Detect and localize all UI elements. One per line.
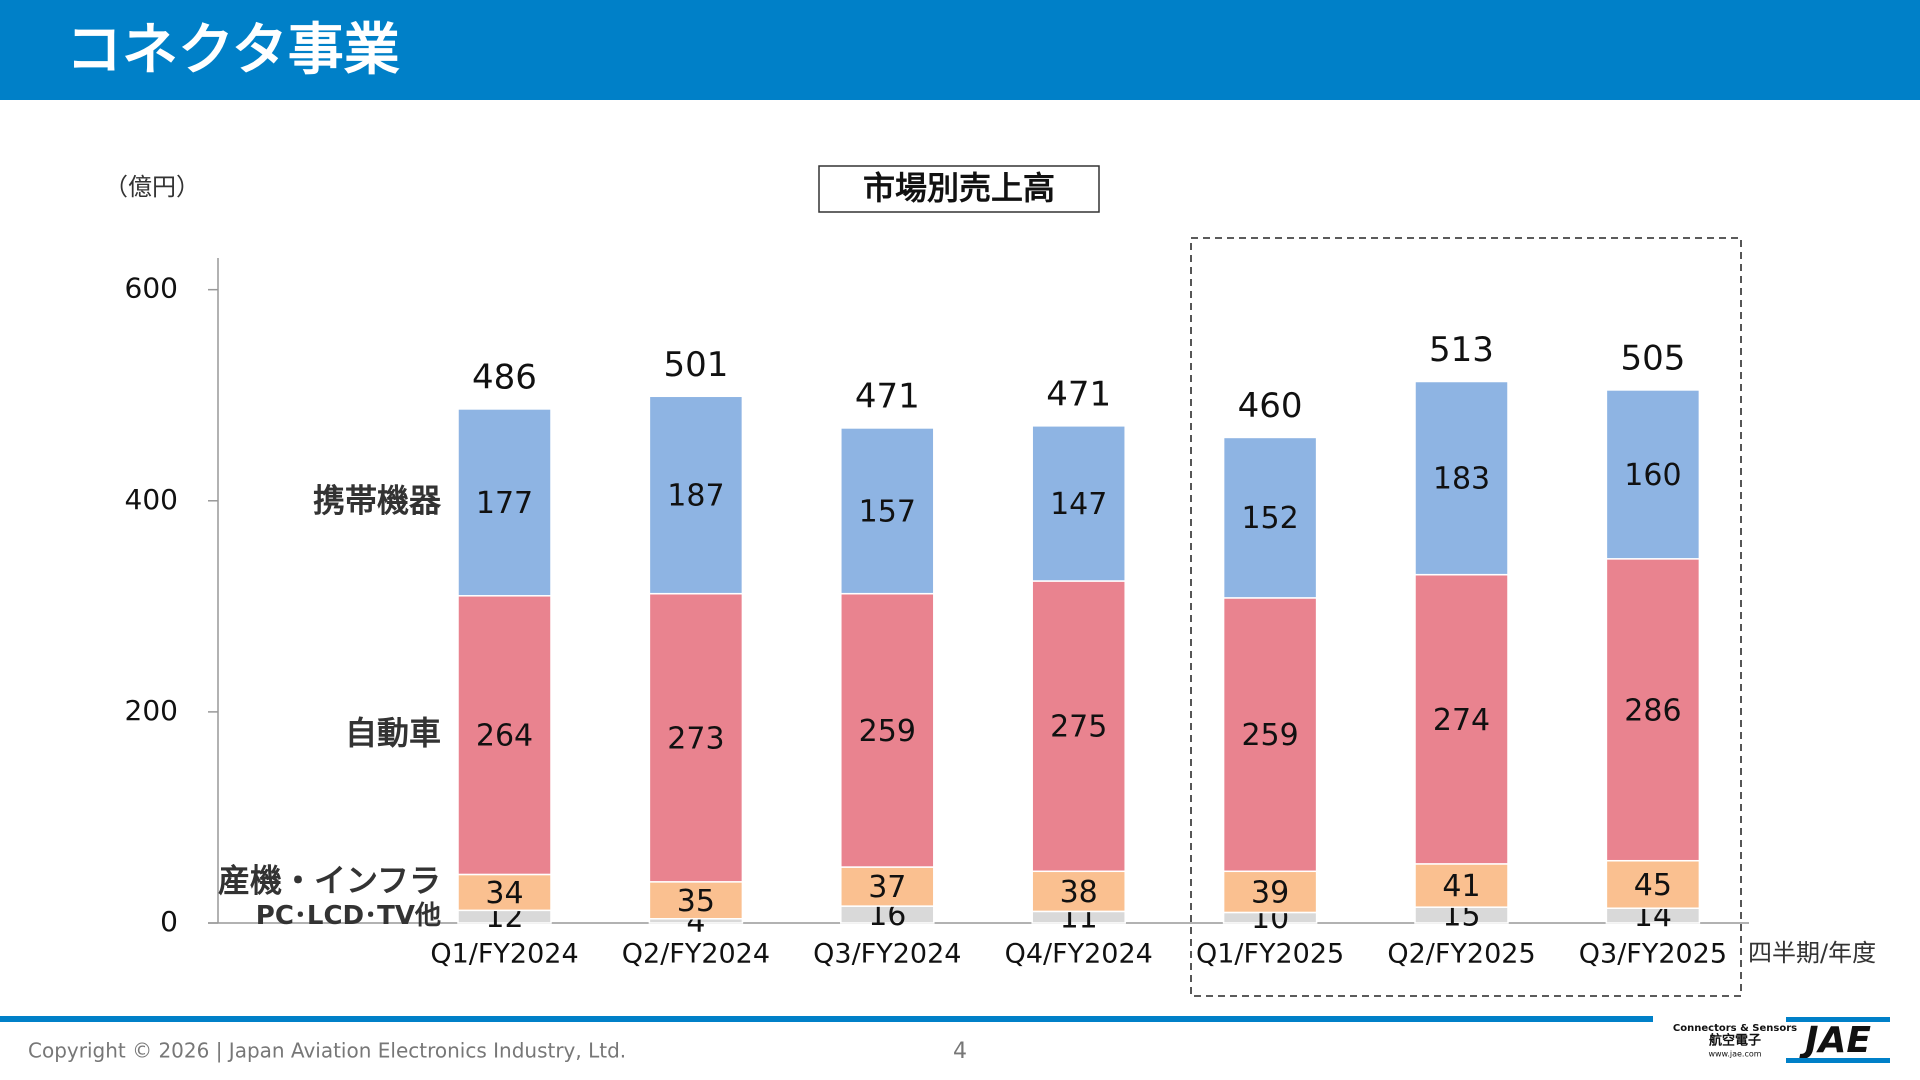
bar-segment [648, 592, 744, 883]
value-label: 274 [1433, 703, 1490, 738]
header-bar [0, 0, 1920, 100]
plot: 020040060012PC･LCD･TV他34産機・インフラ264自動車177… [125, 258, 1749, 970]
logo-company: 航空電子 [1709, 1033, 1761, 1049]
y-tick-label: 200 [125, 694, 178, 727]
value-label: 35 [677, 884, 715, 919]
logo-url: www.jae.com [1708, 1050, 1761, 1059]
series-label: 自動車 [345, 714, 441, 752]
x-axis-label: 四半期/年度 [1748, 939, 1876, 967]
total-label: 471 [855, 376, 920, 416]
total-label: 460 [1238, 386, 1303, 426]
x-tick-label: Q3/FY2024 [813, 939, 961, 970]
value-label: 147 [1050, 487, 1107, 522]
bar-segment [1222, 597, 1318, 873]
page-number: 4 [953, 1039, 967, 1064]
y-unit: （億円） [104, 173, 200, 201]
value-label: 157 [859, 494, 916, 529]
value-label: 34 [485, 876, 523, 911]
copyright: Copyright © 2026 | Japan Aviation Electr… [28, 1039, 626, 1063]
value-label: 264 [476, 719, 533, 754]
value-label: 41 [1442, 869, 1480, 904]
value-label: 38 [1060, 875, 1098, 910]
bar-segment [1414, 380, 1509, 576]
value-label: 286 [1624, 693, 1681, 728]
y-tick-label: 400 [125, 483, 178, 516]
value-label: 275 [1050, 710, 1107, 745]
logo-mark: JAE [1799, 1020, 1871, 1061]
total-label: 471 [1046, 374, 1111, 414]
total-label: 501 [663, 345, 728, 385]
x-tick-label: Q4/FY2024 [1005, 939, 1153, 970]
value-label: 160 [1624, 458, 1681, 493]
bar-segment [457, 408, 552, 597]
chart-title: 市場別売上高 [863, 169, 1055, 207]
value-label: 39 [1251, 875, 1289, 910]
bar-segment [840, 427, 935, 595]
value-label: 45 [1634, 868, 1672, 903]
value-label: 259 [1241, 718, 1298, 753]
bar-segment [457, 595, 552, 876]
bar-segment [457, 873, 552, 912]
total-label: 513 [1429, 330, 1494, 370]
header-title: コネクタ事業 [66, 18, 400, 83]
bar-segment [1222, 870, 1318, 914]
series-label: 携帯機器 [313, 481, 442, 519]
y-tick-label: 0 [160, 905, 178, 938]
value-label: 259 [859, 714, 916, 749]
value-label: 177 [476, 486, 533, 521]
bar-segment [1222, 436, 1318, 599]
x-tick-label: Q2/FY2025 [1387, 939, 1535, 970]
bar-segment [1605, 389, 1701, 560]
logo-tagline: Connectors & Sensors [1673, 1023, 1797, 1034]
x-tick-label: Q2/FY2024 [622, 939, 770, 970]
value-label: 187 [667, 478, 724, 513]
value-label: 37 [868, 870, 906, 905]
series-label: 産機・インフラ [218, 861, 441, 899]
chart-title-box [818, 165, 1100, 213]
bar-segment [648, 881, 744, 920]
y-tick-label: 600 [125, 272, 178, 305]
logo-stripe [1786, 1017, 1890, 1022]
bar-segment [840, 592, 935, 868]
x-tick-label: Q1/FY2024 [430, 939, 578, 970]
total-label: 486 [472, 357, 537, 397]
value-label: 152 [1241, 501, 1298, 536]
bar-segment [648, 395, 744, 595]
value-label: 183 [1433, 462, 1490, 497]
total-label: 505 [1620, 338, 1685, 378]
logo-stripe [1786, 1058, 1890, 1063]
bar-segment [1031, 425, 1126, 582]
bar-segment [1605, 558, 1701, 862]
x-tick-label: Q3/FY2025 [1579, 939, 1727, 970]
bar-segment [1031, 580, 1126, 873]
footer-line [0, 1016, 1653, 1022]
x-tick-label: Q1/FY2025 [1196, 939, 1344, 970]
bar-segment [1414, 573, 1509, 865]
series-label: PC･LCD･TV他 [256, 901, 441, 931]
bar-segment [840, 866, 935, 907]
value-label: 273 [667, 721, 724, 756]
highlight-box [1190, 237, 1742, 997]
